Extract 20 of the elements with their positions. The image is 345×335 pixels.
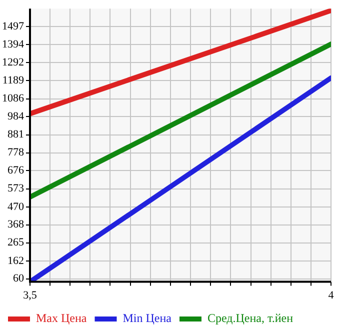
y-tick-label: 60: [13, 272, 24, 285]
legend-label: Min Цена: [122, 311, 172, 326]
y-tick-label: 265: [8, 236, 24, 249]
y-tick-label: 1292: [2, 56, 24, 69]
y-tick-label: 778: [8, 146, 24, 159]
y-tick-label: 1189: [2, 74, 24, 87]
legend-label: Сред.Цена, т.йен: [207, 311, 294, 326]
x-tick-label: 4: [328, 289, 334, 302]
x-tick-label: 3,5: [23, 289, 38, 302]
y-tick-label: 573: [8, 182, 24, 195]
legend-label: Max Цена: [36, 311, 88, 326]
y-tick-label: 984: [8, 110, 24, 123]
y-tick-label: 1086: [2, 92, 24, 105]
y-tick-label: 1394: [2, 38, 24, 51]
y-tick-label: 881: [8, 128, 24, 141]
y-tick-label: 676: [8, 164, 24, 177]
y-tick-label: 162: [8, 254, 24, 267]
y-tick-label: 368: [8, 218, 24, 231]
y-tick-label: 1497: [2, 20, 24, 33]
y-tick-label: 470: [8, 200, 24, 213]
